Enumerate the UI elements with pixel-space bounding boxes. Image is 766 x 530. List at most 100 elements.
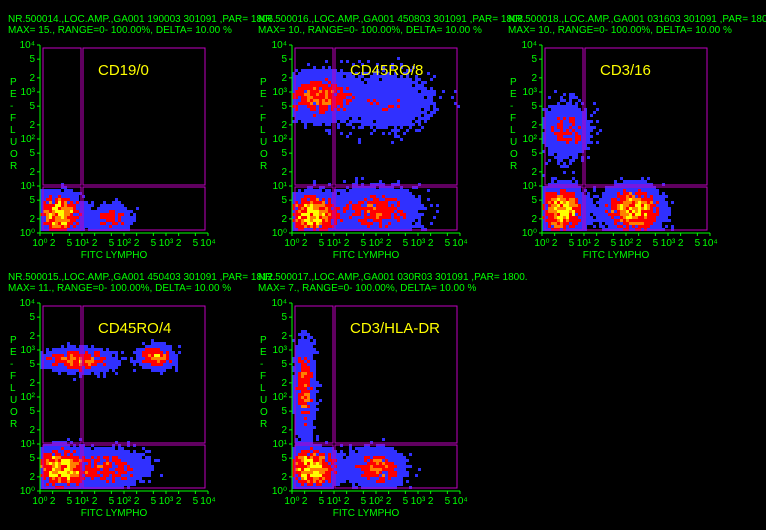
density-cell	[304, 78, 307, 81]
density-cell	[292, 228, 295, 231]
density-cell	[319, 225, 322, 228]
density-cell	[415, 75, 418, 78]
density-cell	[608, 225, 611, 228]
density-cell	[319, 222, 322, 225]
density-cell	[127, 480, 130, 483]
density-cell	[578, 216, 581, 219]
density-cell	[430, 99, 433, 102]
density-cell	[653, 222, 656, 225]
density-cell	[322, 459, 325, 462]
density-cell	[310, 87, 313, 90]
density-cell	[548, 159, 551, 162]
density-cell	[298, 105, 301, 108]
density-cell	[46, 453, 49, 456]
density-cell	[106, 453, 109, 456]
density-cell	[397, 480, 400, 483]
density-cell	[154, 363, 157, 366]
density-cell	[307, 480, 310, 483]
density-cell	[352, 90, 355, 93]
density-cell	[361, 480, 364, 483]
density-cell	[427, 198, 430, 201]
density-cell	[367, 471, 370, 474]
density-cell	[412, 225, 415, 228]
density-cell	[103, 354, 106, 357]
density-cell	[133, 219, 136, 222]
density-cell	[127, 471, 130, 474]
density-cell	[301, 111, 304, 114]
density-cell	[157, 459, 160, 462]
density-cell	[301, 432, 304, 435]
density-cell	[313, 213, 316, 216]
y-tick-label: 10⁴	[20, 40, 35, 51]
density-cell	[418, 219, 421, 222]
density-cell	[313, 180, 316, 183]
density-cell	[391, 87, 394, 90]
density-cell	[142, 348, 145, 351]
density-cell	[614, 195, 617, 198]
density-cell	[370, 75, 373, 78]
density-cell	[578, 201, 581, 204]
density-cell	[112, 459, 115, 462]
density-cell	[298, 357, 301, 360]
density-cell	[70, 198, 73, 201]
density-cell	[382, 213, 385, 216]
density-cell	[361, 465, 364, 468]
density-cell	[421, 105, 424, 108]
density-cell	[572, 147, 575, 150]
density-cell	[319, 465, 322, 468]
density-cell	[361, 111, 364, 114]
density-cell	[388, 195, 391, 198]
density-cell	[385, 198, 388, 201]
density-cell	[40, 360, 43, 363]
density-cell	[418, 87, 421, 90]
density-cell	[343, 108, 346, 111]
density-cell	[623, 219, 626, 222]
density-cell	[316, 447, 319, 450]
density-cell	[418, 105, 421, 108]
density-cell	[298, 399, 301, 402]
density-cell	[433, 90, 436, 93]
density-cell	[358, 477, 361, 480]
density-cell	[394, 114, 397, 117]
density-cell	[346, 72, 349, 75]
density-cell	[358, 468, 361, 471]
density-cell	[400, 210, 403, 213]
density-cell	[653, 213, 656, 216]
density-cell	[91, 210, 94, 213]
density-cell	[91, 222, 94, 225]
density-cell	[361, 87, 364, 90]
density-cell	[358, 459, 361, 462]
density-cell	[67, 189, 70, 192]
density-cell	[656, 195, 659, 198]
density-cell	[307, 465, 310, 468]
density-cell	[49, 192, 52, 195]
density-cell	[58, 483, 61, 486]
density-cell	[67, 477, 70, 480]
density-cell	[406, 474, 409, 477]
density-cell	[551, 225, 554, 228]
density-cell	[632, 207, 635, 210]
density-cell	[382, 225, 385, 228]
density-cell	[361, 126, 364, 129]
density-cell	[298, 483, 301, 486]
density-cell	[169, 351, 172, 354]
density-cell	[382, 474, 385, 477]
density-cell	[641, 192, 644, 195]
density-cell	[400, 63, 403, 66]
density-cell	[292, 72, 295, 75]
density-cell	[650, 222, 653, 225]
density-cell	[569, 198, 572, 201]
density-cell	[578, 207, 581, 210]
density-cell	[67, 222, 70, 225]
density-cell	[343, 462, 346, 465]
density-cell	[379, 120, 382, 123]
density-cell	[295, 456, 298, 459]
density-cell	[97, 207, 100, 210]
density-cell	[361, 225, 364, 228]
density-cell	[301, 381, 304, 384]
density-marks	[542, 90, 674, 231]
density-cell	[325, 72, 328, 75]
density-cell	[358, 120, 361, 123]
density-cell	[298, 408, 301, 411]
density-cell	[418, 93, 421, 96]
